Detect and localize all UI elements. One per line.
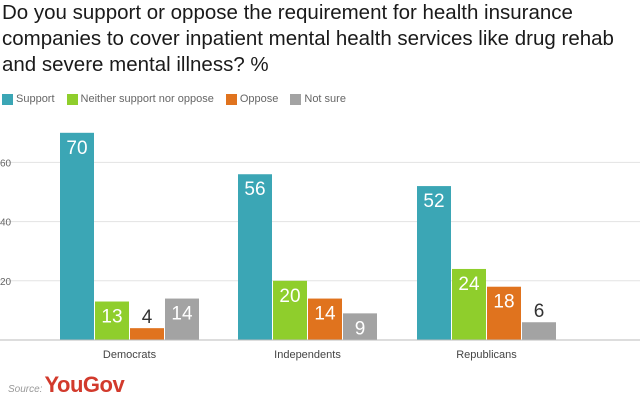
source-credit: Source: YouGov [8,372,125,398]
chart-title: Do you support or oppose the requirement… [2,1,614,76]
data-label: 6 [534,301,545,322]
legend-swatch [66,93,78,105]
data-label: 4 [142,307,153,328]
bar [417,186,451,340]
bar [273,280,307,340]
data-label: 56 [244,179,265,200]
data-label: 14 [171,304,193,325]
bar [308,298,342,340]
data-label: 18 [493,292,514,313]
category-label: Independents [274,349,341,361]
legend-item: Neither support nor oppose [66,93,214,105]
legend-swatch [2,93,13,105]
bar [165,298,199,340]
bar [343,313,377,340]
legend-swatch [225,93,237,105]
legend: Support Neither support nor oppose Oppose N… [2,92,358,106]
y-tick-label: 60 [0,158,12,169]
source-label: Source: [8,384,43,395]
legend-item: Support [2,93,55,105]
category-label: Democrats [103,349,157,361]
legend-label: Neither support nor oppose [80,93,214,105]
bar [522,322,556,340]
bar [95,301,129,340]
data-label: 13 [101,307,122,328]
bar [452,268,486,340]
data-label: 24 [458,274,480,295]
bar [487,286,521,340]
bar [130,328,164,340]
data-label: 52 [423,191,444,212]
legend-label: Not sure [304,93,346,105]
legend-label: Oppose [239,93,279,105]
category-label: Republicans [456,349,517,361]
legend-item: Not sure [290,93,346,105]
legend-item: Oppose [225,93,279,105]
data-label: 14 [314,304,336,325]
y-tick-label: 20 [0,277,12,288]
bar [238,174,272,340]
yougov-logo: YouGov [44,372,125,397]
bar [60,132,94,340]
data-label: 9 [355,318,366,339]
y-tick-label: 40 [0,218,12,229]
legend-label: Support [16,93,55,105]
data-label: 20 [279,286,300,307]
data-label: 70 [66,138,87,159]
legend-swatch [290,93,302,105]
